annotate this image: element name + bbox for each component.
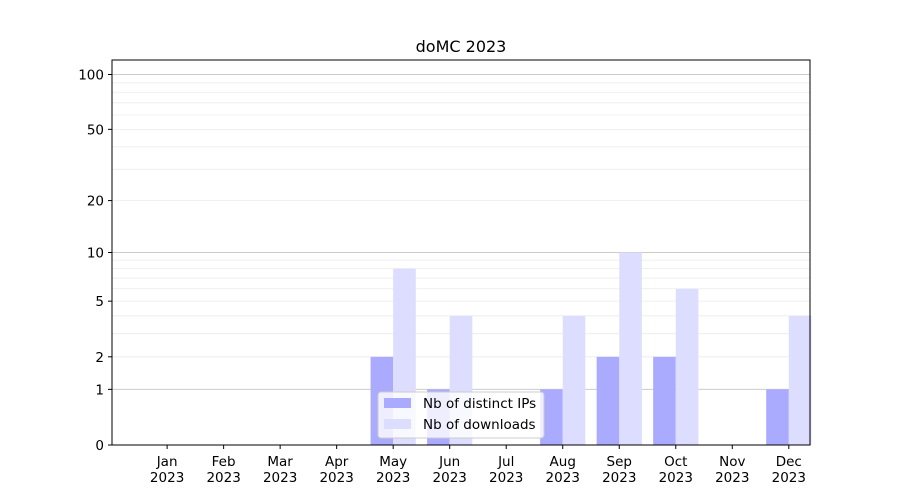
bar [619,252,642,445]
y-tick-label: 50 [87,122,104,138]
bar [675,288,699,445]
x-tick-label: Apr 2023 [319,454,353,486]
x-tick-label: Jan 2023 [150,454,184,486]
chart-title: doMC 2023 [416,37,507,56]
y-tick-label: 20 [87,194,104,210]
bar [562,315,586,445]
y-tick-label: 0 [95,438,104,454]
legend-swatch-downloads [384,419,411,429]
bar [788,315,812,445]
y-tick-label: 2 [95,350,104,366]
bar [653,356,676,445]
bar [540,389,563,445]
legend-swatch-ips [384,398,411,408]
x-tick-label: Sep 2023 [602,454,636,486]
y-tick-label: 1 [95,382,104,398]
bar [766,389,789,445]
x-tick-label: Dec 2023 [772,454,806,486]
y-tick-label: 5 [95,294,104,310]
x-axis: Jan 2023 Feb 2023 Mar 2023 Apr 2023 May 2023 Jun 20… [150,445,806,486]
x-tick-label: May 2023 [376,454,410,486]
x-tick-label: Aug 2023 [546,454,580,486]
x-tick-label: Mar 2023 [263,454,297,486]
x-tick-label: Oct 2023 [659,454,693,486]
y-axis: 0 1 2 5 10 20 50 100 [78,68,112,454]
legend-label-downloads: Nb of downloads [423,417,536,433]
bar [596,356,620,445]
x-tick-label: Jul 2023 [489,454,523,486]
legend-label-ips: Nb of distinct IPs [423,396,536,412]
legend: Nb of distinct IPs Nb of downloads [377,391,545,439]
legend-box [377,391,545,439]
y-tick-label: 100 [78,68,104,84]
x-tick-label: Jun 2023 [433,454,467,486]
y-tick-label: 10 [87,246,104,262]
x-tick-label: Feb 2023 [206,454,240,486]
x-tick-label: Nov 2023 [715,454,749,486]
